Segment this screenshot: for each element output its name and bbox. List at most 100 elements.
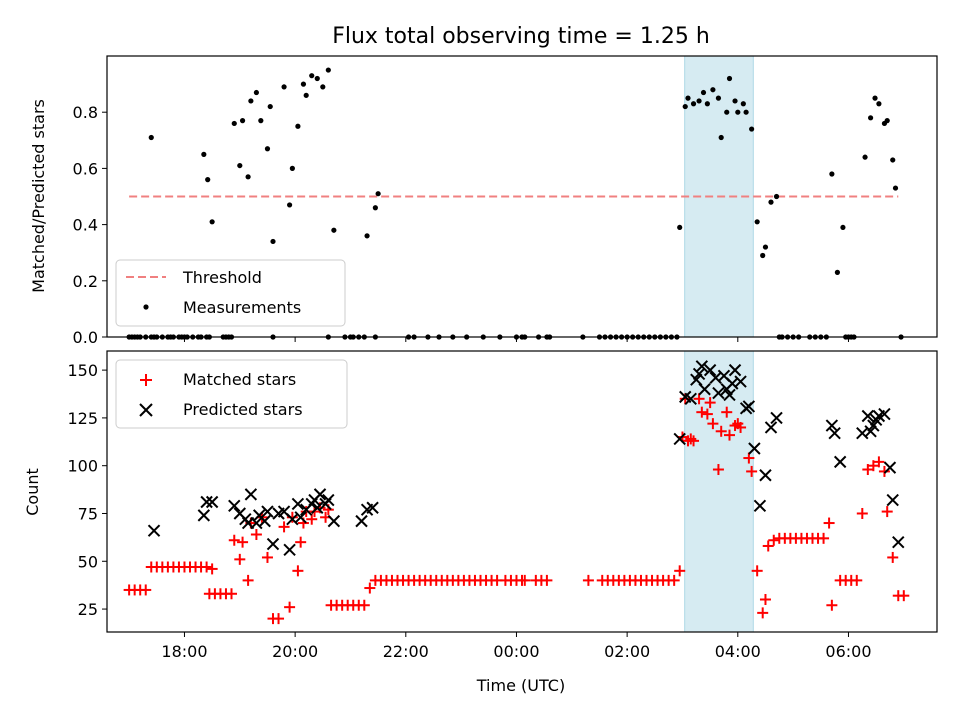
predicted-point [878, 407, 891, 421]
measurement-point [682, 103, 688, 110]
matched-point [292, 565, 304, 577]
matched-point [206, 563, 218, 575]
matched-point [856, 507, 868, 519]
matched-stars-series [123, 393, 910, 625]
measurement-point [331, 227, 337, 233]
measurement-point [829, 171, 835, 177]
matched-point [823, 517, 835, 529]
top-y-tick-label: 0.2 [73, 272, 98, 291]
measurement-point [281, 84, 287, 90]
matched-point [582, 574, 594, 586]
measurement-point [884, 118, 890, 124]
predicted-point [673, 432, 686, 446]
bottom-y-axis-label: Count [23, 468, 42, 516]
matched-point [364, 582, 376, 594]
matched-point [541, 574, 553, 586]
measurement-point [209, 219, 215, 225]
measurement-point [295, 123, 301, 129]
matched-point [762, 540, 774, 552]
predicted-point [759, 469, 772, 482]
predicted-point [291, 497, 305, 511]
matched-point [701, 408, 713, 420]
matched-point [519, 574, 531, 586]
predicted-point [892, 535, 905, 549]
matched-point [295, 536, 307, 548]
matched-point [867, 460, 879, 472]
measurement-point [704, 101, 710, 107]
bottom-plot-panel: 25 50 75 100 125 150 18:00 20:00 22:00 00:00 02:0… [23, 350, 938, 695]
measurement-point [749, 126, 755, 132]
measurement-point [718, 134, 724, 141]
matched-point [881, 506, 893, 518]
predicted-point [712, 386, 725, 400]
measurement-point [724, 109, 730, 115]
measurement-point [201, 151, 207, 157]
matched-point [674, 565, 686, 577]
top-axes-frame [106, 55, 938, 338]
x-tick-label: 00:00 [493, 642, 539, 661]
measurement-point [245, 174, 251, 180]
matched-point [704, 397, 716, 409]
measurement-point [834, 269, 841, 275]
measurement-point [205, 177, 211, 183]
matched-point [768, 534, 780, 546]
measurement-point [264, 146, 271, 152]
predicted-point [327, 514, 341, 528]
matched-point [862, 464, 874, 476]
bottom-y-tick-label: 150 [67, 361, 98, 380]
measurement-point [715, 95, 722, 101]
measurement-point [868, 115, 874, 121]
measurement-point [890, 157, 896, 163]
measurement-point [309, 73, 315, 79]
measurement-point [876, 101, 882, 107]
measurement-point [685, 95, 691, 101]
measurement-point [375, 191, 381, 197]
predicted-point [684, 392, 697, 405]
measurement-point [289, 165, 295, 171]
measurement-point [690, 101, 697, 107]
x-axis-label: Time (UTC) [476, 676, 565, 695]
matched-point [201, 561, 213, 573]
measurement-point [248, 98, 254, 104]
predicted-point [742, 400, 756, 413]
matched-point [851, 574, 863, 586]
measurement-point [325, 67, 331, 73]
predicted-point [886, 493, 899, 507]
measurement-point [677, 224, 683, 231]
predicted-point [695, 360, 709, 373]
matched-point [226, 588, 237, 600]
measurement-point [239, 118, 246, 124]
measurement-point [253, 89, 259, 96]
measurement-point [840, 224, 846, 231]
legend-matched-swatch [140, 374, 152, 386]
predicted-point [322, 493, 335, 507]
predicted-point [261, 505, 274, 518]
matched-point [358, 599, 370, 611]
matched-point [234, 553, 246, 565]
matched-point [140, 584, 152, 596]
matched-point [250, 529, 262, 541]
measurement-point [754, 219, 760, 225]
matched-point [693, 393, 705, 405]
measurement-point [700, 89, 707, 96]
x-tick-label: 20:00 [272, 642, 318, 661]
measurement-point [303, 92, 309, 98]
matched-point [679, 393, 691, 405]
measurement-point [372, 205, 378, 211]
x-tick-label: 18:00 [161, 642, 207, 661]
bottom-x-axis-ticks: 18:00 20:00 22:00 00:00 02:00 04:00 06:00 [161, 632, 872, 661]
measurement-point [872, 95, 878, 101]
matched-point [715, 425, 727, 437]
matched-point [724, 429, 735, 441]
bottom-y-tick-label: 125 [67, 409, 98, 428]
matched-point [826, 599, 838, 611]
bottom-y-axis-ticks: 25 50 75 100 125 150 [67, 361, 107, 619]
measurement-point [231, 120, 237, 127]
matched-point [696, 406, 708, 418]
x-tick-label: 06:00 [825, 642, 871, 661]
measurement-point [258, 118, 264, 124]
matched-point [743, 452, 755, 464]
matched-point [707, 418, 719, 430]
legend-measurements-label: Measurements [183, 298, 301, 317]
measurement-point [696, 98, 702, 104]
